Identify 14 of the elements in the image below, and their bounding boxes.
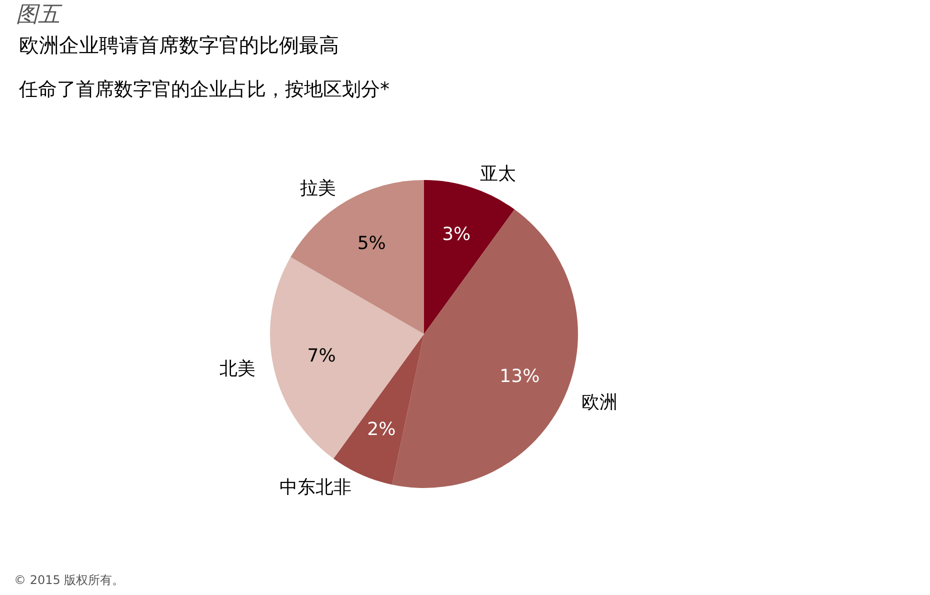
chart-title: 欧洲企业聘请首席数字官的比例最高 <box>19 33 339 57</box>
slice-label: 中东北非 <box>280 476 352 498</box>
data-label: 13% <box>500 366 540 388</box>
text: © 2015 版权所有。 <box>14 573 124 587</box>
text: 图五 <box>16 2 63 28</box>
slice-label: 北美 <box>220 358 256 380</box>
data-label: 5% <box>357 232 386 254</box>
slice-label: 亚太 <box>480 164 516 185</box>
data-label: 2% <box>367 419 396 440</box>
slice-label: 拉美 <box>300 178 336 200</box>
slice-label: 欧洲 <box>581 392 618 413</box>
data-label: 3% <box>442 224 471 245</box>
data-label: 7% <box>307 345 336 366</box>
chart-subtitle: 任命了首席数字官的企业占比，按地区划分* <box>18 78 390 100</box>
